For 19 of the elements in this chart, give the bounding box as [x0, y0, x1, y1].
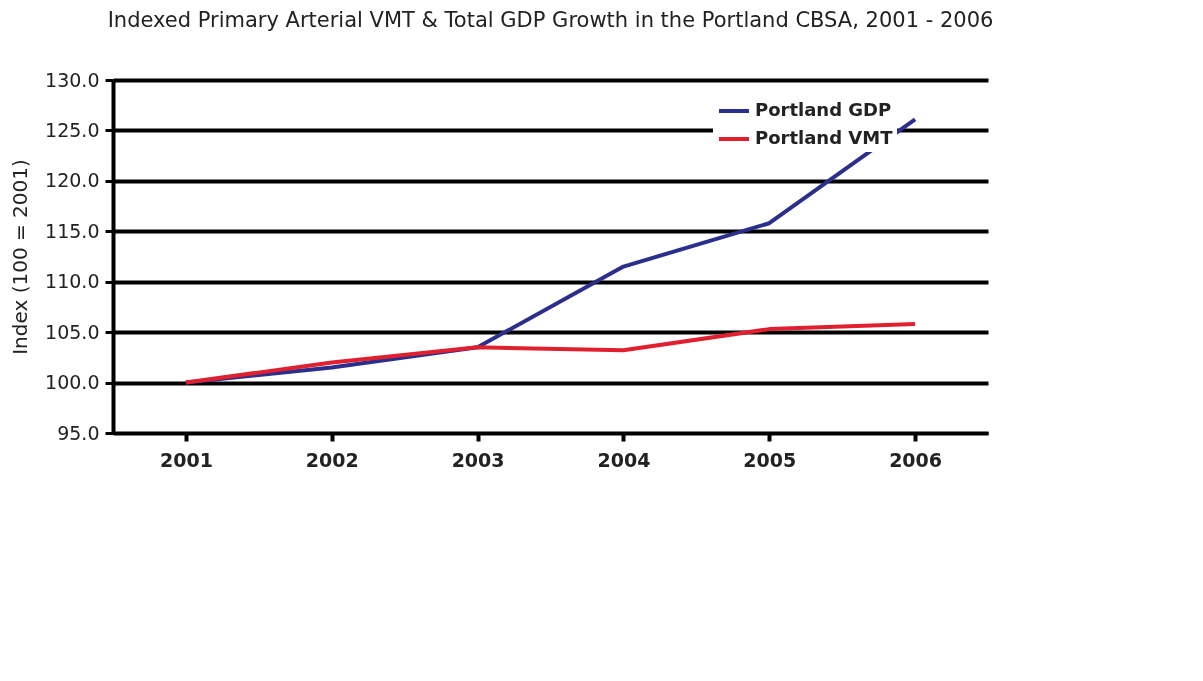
- y-tick-label: 100.0: [45, 371, 100, 394]
- y-tick-label: 120.0: [45, 169, 100, 192]
- chart-title: Indexed Primary Arterial VMT & Total GDP Growth in the Portland CBSA, 2001 - 2006: [107, 8, 994, 32]
- y-tick-label: 110.0: [45, 270, 100, 293]
- x-tick-label: 2001: [159, 448, 213, 471]
- line-series: [183, 322, 918, 385]
- x-tick-label: 2004: [597, 448, 651, 471]
- y-tick-label: 125.0: [45, 118, 100, 141]
- x-tick-label: 2006: [889, 448, 943, 471]
- y-tick-label: 105.0: [45, 320, 100, 343]
- y-axis-title: Index (100 = 2001): [8, 159, 33, 355]
- x-tick-label: 2002: [305, 448, 359, 471]
- legend-label: Portland GDP: [755, 99, 892, 120]
- x-tick-label: 2003: [451, 448, 505, 471]
- y-tick-label: 130.0: [45, 68, 100, 91]
- x-tick-label: 2005: [743, 448, 797, 471]
- y-tick-label: 95.0: [57, 421, 100, 444]
- y-tick-label: 115.0: [45, 219, 100, 242]
- legend-label: Portland VMT: [755, 127, 894, 148]
